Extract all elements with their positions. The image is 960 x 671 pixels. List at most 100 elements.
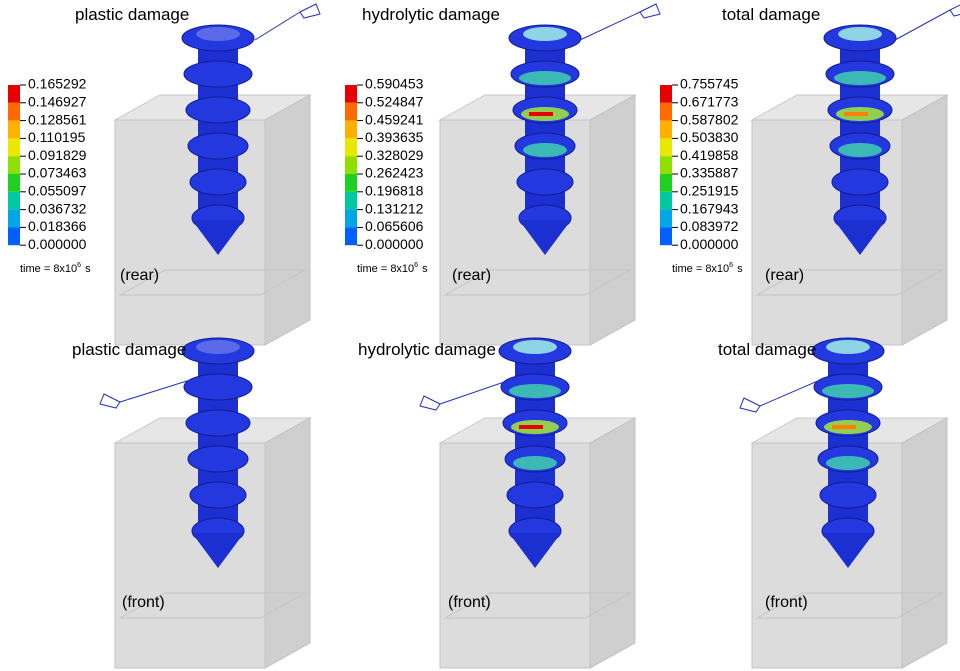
legend-value: 0.587802 <box>680 111 739 127</box>
screw-thread <box>820 482 876 508</box>
time-label: time = 8x106s <box>20 262 91 275</box>
damage-band <box>826 456 870 470</box>
screw-thread <box>184 374 252 400</box>
legend-value: 0.196818 <box>365 183 424 199</box>
legend-value: 0.146927 <box>28 94 87 110</box>
legend-value: 0.073463 <box>28 165 87 181</box>
colorbar-block <box>345 210 357 228</box>
legend-value: 0.335887 <box>680 165 739 181</box>
legend-value: 0.018366 <box>28 218 87 234</box>
damage-band <box>822 384 874 398</box>
colorbar-block <box>8 192 20 210</box>
colorbar-block <box>345 156 357 174</box>
legend-value: 0.419858 <box>680 147 739 163</box>
screw-thread <box>188 133 248 159</box>
colorbar-block <box>345 138 357 156</box>
colorbar-block <box>8 103 20 121</box>
legend-value: 0.755745 <box>680 76 739 92</box>
damage-band <box>523 143 567 157</box>
screw-thread <box>184 61 252 87</box>
time-unit: s <box>85 263 91 275</box>
view-icon <box>300 4 320 18</box>
time-exponent: 6 <box>729 262 733 269</box>
legend-value: 0.671773 <box>680 94 739 110</box>
damage-band <box>513 456 557 470</box>
cube-front <box>115 443 265 668</box>
legend-value: 0.131212 <box>365 200 424 216</box>
legend-value: 0.000000 <box>365 236 424 252</box>
legend-value: 0.128561 <box>28 111 87 127</box>
colorbar-block <box>8 210 20 228</box>
screw-head <box>196 27 240 41</box>
cube-front <box>752 443 902 668</box>
panel-title: total damage <box>718 340 816 359</box>
legend-value: 0.459241 <box>365 111 424 127</box>
screw-head <box>523 27 567 41</box>
figure: plastic damage (rear) 0.165292 0.1469270.12… <box>0 0 960 671</box>
legend-value: 0.251915 <box>680 183 739 199</box>
screw-head <box>513 340 557 354</box>
colorbar-block <box>345 85 357 103</box>
view-arrow <box>440 380 510 404</box>
view-arrow <box>895 10 950 40</box>
time-prefix: time = 8x10 <box>672 263 729 275</box>
colorbar-block <box>8 174 20 192</box>
colorbar-block <box>345 174 357 192</box>
legend-value: 0.000000 <box>680 236 739 252</box>
damage-band <box>519 71 571 85</box>
colorbar-block <box>8 138 20 156</box>
damage-band <box>838 143 882 157</box>
screw-head <box>196 340 240 354</box>
view-label: (front) <box>448 594 491 611</box>
view-arrow <box>120 380 190 402</box>
legend-value: 0.165292 <box>28 76 87 92</box>
view-label: (front) <box>122 594 165 611</box>
view-label: (front) <box>765 594 808 611</box>
page: {"panels": [ {"title": "plastic damage",… <box>0 0 960 671</box>
screw-thread <box>186 410 250 436</box>
colorbar-block <box>660 210 672 228</box>
cube-side <box>265 418 310 668</box>
cube-side <box>902 95 947 345</box>
legend-value: 0.590453 <box>365 76 424 92</box>
legend-value: 0.036732 <box>28 200 87 216</box>
colorbar-block <box>660 192 672 210</box>
time-exponent: 6 <box>414 262 418 269</box>
damage-band <box>834 71 886 85</box>
legend-value: 0.110195 <box>28 129 86 145</box>
legend-value: 0.091829 <box>28 147 87 163</box>
colorbar-block <box>8 227 20 245</box>
damage-band <box>509 384 561 398</box>
cube-side <box>902 418 947 668</box>
legend-value: 0.167943 <box>680 200 739 216</box>
time-exponent: 6 <box>77 262 81 269</box>
view-icon <box>100 394 120 408</box>
panel-title: hydrolytic damage <box>362 5 500 24</box>
screw-thread <box>190 482 246 508</box>
view-arrow <box>255 12 300 40</box>
screw-thread <box>190 169 246 195</box>
legend-value: 0.393635 <box>365 129 424 145</box>
time-unit: s <box>737 263 743 275</box>
screw-head <box>826 340 870 354</box>
legend-value: 0.503830 <box>680 129 739 145</box>
legend-value: 0.328029 <box>365 147 424 163</box>
view-label: (rear) <box>765 267 804 284</box>
panel-title: plastic damage <box>72 340 186 359</box>
colorbar-block <box>8 156 20 174</box>
damage-peak <box>844 112 868 116</box>
view-icon <box>950 2 960 16</box>
colorbar-block <box>660 227 672 245</box>
view-arrow <box>580 12 640 40</box>
view-label: (rear) <box>452 267 491 284</box>
screw-thread <box>188 446 248 472</box>
view-icon <box>420 396 440 410</box>
panel-title: plastic damage <box>75 5 189 24</box>
colorbar-block <box>660 121 672 139</box>
colorbar-block <box>8 121 20 139</box>
damage-peak <box>529 112 553 116</box>
time-prefix: time = 8x10 <box>357 263 414 275</box>
view-label: (rear) <box>120 267 159 284</box>
